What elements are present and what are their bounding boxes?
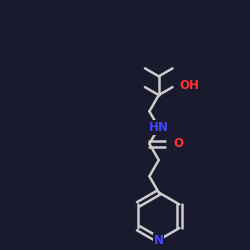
Text: O: O — [173, 137, 183, 150]
Text: OH: OH — [180, 79, 200, 92]
Text: N: N — [154, 234, 164, 246]
Text: HN: HN — [149, 121, 169, 134]
